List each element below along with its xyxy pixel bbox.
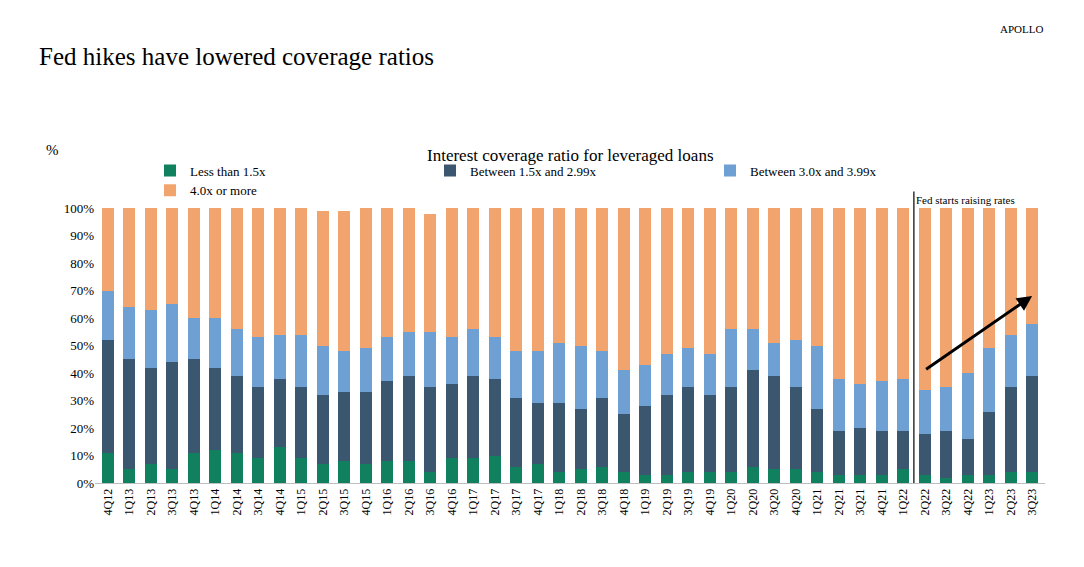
svg-text:2Q15: 2Q15 [316, 489, 330, 516]
svg-text:60%: 60% [70, 311, 94, 326]
svg-text:70%: 70% [70, 283, 94, 298]
svg-text:4Q16: 4Q16 [445, 489, 459, 516]
svg-text:100%: 100% [64, 201, 95, 216]
svg-text:2Q22: 2Q22 [918, 489, 932, 516]
svg-text:1Q14: 1Q14 [208, 489, 222, 516]
svg-text:4Q19: 4Q19 [703, 489, 717, 516]
svg-text:4Q17: 4Q17 [531, 489, 545, 516]
svg-text:1Q21: 1Q21 [810, 489, 824, 516]
svg-text:30%: 30% [70, 393, 94, 408]
svg-text:20%: 20% [70, 421, 94, 436]
svg-text:3Q14: 3Q14 [251, 489, 265, 516]
svg-text:Between 1.5x and 2.99x: Between 1.5x and 2.99x [470, 164, 597, 179]
svg-text:4Q22: 4Q22 [961, 489, 975, 516]
svg-text:1Q15: 1Q15 [294, 489, 308, 516]
svg-text:1Q18: 1Q18 [552, 489, 566, 516]
svg-text:1Q17: 1Q17 [466, 489, 480, 516]
svg-text:3Q21: 3Q21 [853, 489, 867, 516]
svg-text:3Q19: 3Q19 [681, 489, 695, 516]
svg-text:2Q17: 2Q17 [488, 489, 502, 516]
svg-text:90%: 90% [70, 228, 94, 243]
svg-text:2Q13: 2Q13 [144, 489, 158, 516]
svg-text:2Q16: 2Q16 [402, 489, 416, 516]
svg-text:1Q16: 1Q16 [380, 489, 394, 516]
svg-text:APOLLO: APOLLO [1000, 23, 1043, 35]
svg-text:3Q22: 3Q22 [939, 489, 953, 516]
svg-text:2Q21: 2Q21 [832, 489, 846, 516]
svg-text:0%: 0% [77, 476, 95, 491]
svg-text:3Q17: 3Q17 [509, 489, 523, 516]
svg-text:Fed starts raising rates: Fed starts raising rates [916, 194, 1015, 206]
svg-text:Fed hikes have lowered coverag: Fed hikes have lowered coverage ratios [39, 43, 434, 70]
svg-text:3Q13: 3Q13 [165, 489, 179, 516]
svg-text:40%: 40% [70, 366, 94, 381]
svg-text:4Q20: 4Q20 [789, 489, 803, 516]
svg-text:1Q23: 1Q23 [982, 489, 996, 516]
svg-text:4.0x or more: 4.0x or more [190, 183, 257, 198]
svg-text:80%: 80% [70, 256, 94, 271]
svg-text:2Q20: 2Q20 [746, 489, 760, 516]
svg-text:Interest coverage ratio for le: Interest coverage ratio for leveraged lo… [427, 146, 714, 165]
svg-text:1Q22: 1Q22 [896, 489, 910, 516]
svg-text:4Q14: 4Q14 [273, 489, 287, 516]
svg-text:2Q23: 2Q23 [1004, 489, 1018, 516]
svg-text:3Q15: 3Q15 [337, 489, 351, 516]
svg-text:4Q15: 4Q15 [359, 489, 373, 516]
svg-text:3Q18: 3Q18 [595, 489, 609, 516]
svg-text:50%: 50% [70, 338, 94, 353]
svg-text:2Q19: 2Q19 [660, 489, 674, 516]
svg-text:4Q13: 4Q13 [187, 489, 201, 516]
svg-text:%: % [46, 142, 59, 158]
svg-text:Less than 1.5x: Less than 1.5x [190, 164, 266, 179]
svg-text:4Q18: 4Q18 [617, 489, 631, 516]
svg-text:2Q18: 2Q18 [574, 489, 588, 516]
svg-text:3Q23: 3Q23 [1025, 489, 1039, 516]
svg-text:2Q14: 2Q14 [230, 489, 244, 516]
svg-text:1Q20: 1Q20 [724, 489, 738, 516]
svg-text:Between 3.0x and 3.99x: Between 3.0x and 3.99x [750, 164, 877, 179]
svg-text:4Q12: 4Q12 [101, 489, 115, 516]
svg-text:1Q13: 1Q13 [122, 489, 136, 516]
svg-text:1Q19: 1Q19 [638, 489, 652, 516]
svg-text:3Q20: 3Q20 [767, 489, 781, 516]
svg-text:10%: 10% [70, 448, 94, 463]
svg-text:3Q16: 3Q16 [423, 489, 437, 516]
svg-text:4Q21: 4Q21 [875, 489, 889, 516]
